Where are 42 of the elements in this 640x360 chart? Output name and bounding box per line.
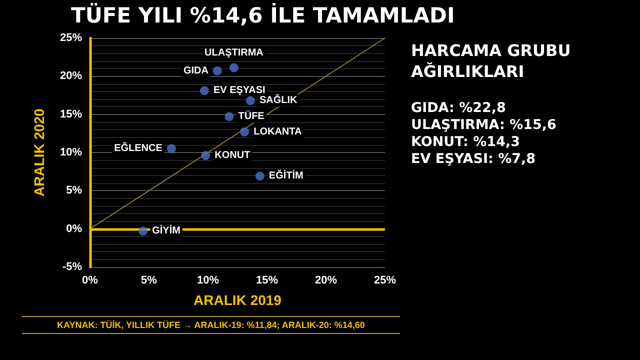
x-axis-title: ARALIK 2019 <box>194 292 282 308</box>
y-tick-label: 0% <box>66 222 82 235</box>
point <box>138 226 148 236</box>
text: HARCAMA GRUBU AĞIRLIKLARI <box>411 40 572 82</box>
text: ULAŞTIRMA: %15,6 <box>411 117 558 134</box>
point <box>201 151 210 160</box>
point <box>240 127 250 136</box>
x-tick-label: 20% <box>314 274 338 286</box>
y-tick-label: 20% <box>60 70 82 82</box>
annotation: KONUT <box>214 150 250 162</box>
annotation: GİYİM <box>152 224 180 237</box>
point <box>224 112 234 122</box>
x-tick-label: 5% <box>141 274 158 286</box>
y-axis-title: ARALIK 2020 <box>31 108 47 196</box>
annotation: ULAŞTIRMA <box>204 47 264 58</box>
x-tick-label: 25% <box>374 274 396 286</box>
chart-title: TÜFE YILI %14,6 İLE TAMAMLADI <box>71 2 455 28</box>
annotation: EĞLENCE <box>114 142 163 154</box>
point <box>200 86 209 96</box>
y-tick-label: 15% <box>60 108 82 120</box>
annotation: EĞİTİM <box>268 170 304 182</box>
y-tick-label: 10% <box>60 146 82 158</box>
y-tick-label: 25% <box>60 32 82 44</box>
text: GIDA: %22,8 <box>411 100 507 117</box>
x-tick-label: 10% <box>196 274 220 286</box>
annotation: SAĞLIK <box>259 94 298 106</box>
point <box>255 172 264 181</box>
annotation: LOKANTA <box>254 126 302 138</box>
text: KAYNAK: TÜİK, YILLIK TÜFE → ARALIK-19: %11,84; ARALIK-20: %14,60 <box>22 316 400 334</box>
x-tick-label: 15% <box>256 274 278 286</box>
text: KONUT: %14,3 <box>411 134 521 151</box>
point <box>212 66 222 76</box>
annotation: EV EŞYASI <box>213 85 266 96</box>
point <box>229 63 238 72</box>
point <box>246 96 255 106</box>
annotation: GIDA <box>183 65 208 76</box>
y-tick-label: 5% <box>66 184 82 197</box>
annotation: TÜFE <box>238 110 265 122</box>
point <box>166 144 176 154</box>
text: EV EŞYASI: %7,8 <box>411 151 537 168</box>
x-tick-label: 0% <box>82 274 98 286</box>
y-tick-label: -5% <box>62 261 82 273</box>
